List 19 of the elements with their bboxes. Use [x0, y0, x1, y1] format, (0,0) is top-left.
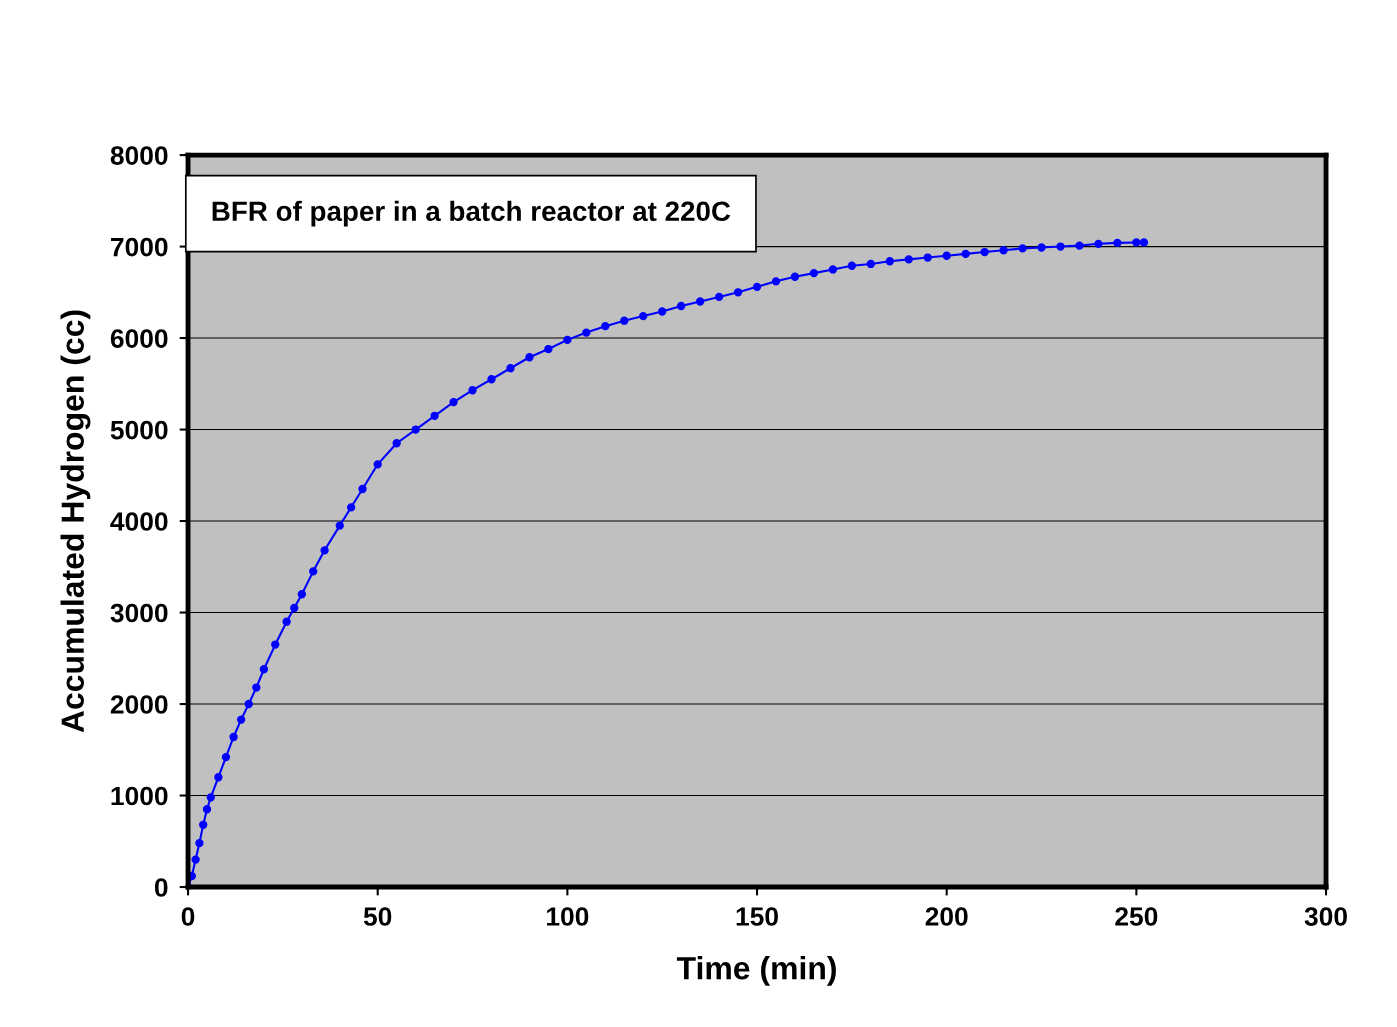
- text: BFR of paper in a batch reactor at 220C: [212, 200, 731, 227]
- x-axis-title: Time (min): [676, 956, 836, 986]
- y-tick-label: 5000: [110, 420, 168, 440]
- y-tick-label: 7000: [111, 237, 168, 257]
- x-tick-label: 100: [547, 907, 589, 926]
- y-tick-label: 4000: [110, 512, 168, 531]
- y-tick-label: 1000: [111, 786, 168, 806]
- x-tick-label: 250: [1115, 907, 1158, 926]
- x-tick-label: 200: [925, 907, 968, 926]
- y-tick-label: 6000: [110, 329, 168, 348]
- x-tick-label: 50: [363, 907, 392, 926]
- y-tick-label: 8000: [110, 146, 168, 165]
- y-tick-label: 0: [154, 878, 168, 897]
- x-tick-label: 0: [181, 907, 195, 926]
- y-axis-title: Accumulated Hydrogen (cc): [60, 310, 91, 733]
- x-tick-label: 300: [1304, 907, 1347, 926]
- y-tick-label: 3000: [110, 603, 168, 623]
- y-tick-label: 2000: [110, 695, 168, 714]
- x-tick-label: 150: [736, 907, 778, 926]
